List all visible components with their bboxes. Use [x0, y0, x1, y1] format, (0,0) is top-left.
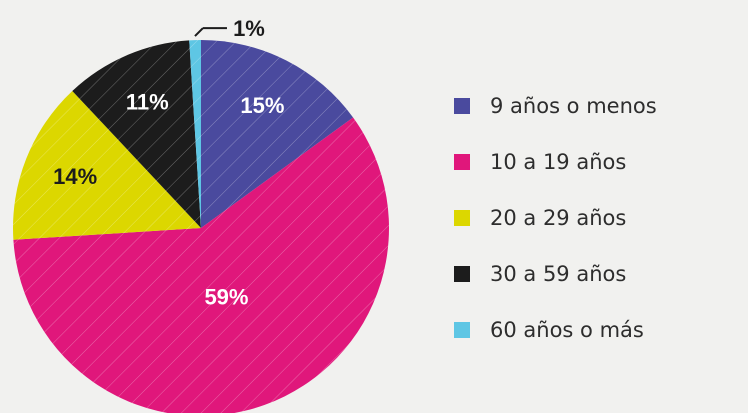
slice-label: 1% — [233, 16, 265, 41]
legend-label: 20 a 29 años — [490, 206, 626, 230]
legend-label: 9 años o menos — [490, 94, 657, 118]
slice-label: 14% — [53, 164, 97, 189]
legend-swatch — [454, 98, 470, 114]
legend-swatch — [454, 210, 470, 226]
legend-label: 60 años o más — [490, 318, 644, 342]
slice-label: 11% — [126, 90, 169, 115]
legend-swatch — [454, 266, 470, 282]
legend-swatch — [454, 154, 470, 170]
slice-label: 15% — [240, 93, 284, 118]
legend-swatch — [454, 322, 470, 338]
hatch-overlay — [13, 40, 389, 413]
legend-label: 10 a 19 años — [490, 150, 626, 174]
leader-line — [194, 27, 204, 37]
slice-label: 59% — [204, 285, 248, 310]
legend-label: 30 a 59 años — [490, 262, 626, 286]
